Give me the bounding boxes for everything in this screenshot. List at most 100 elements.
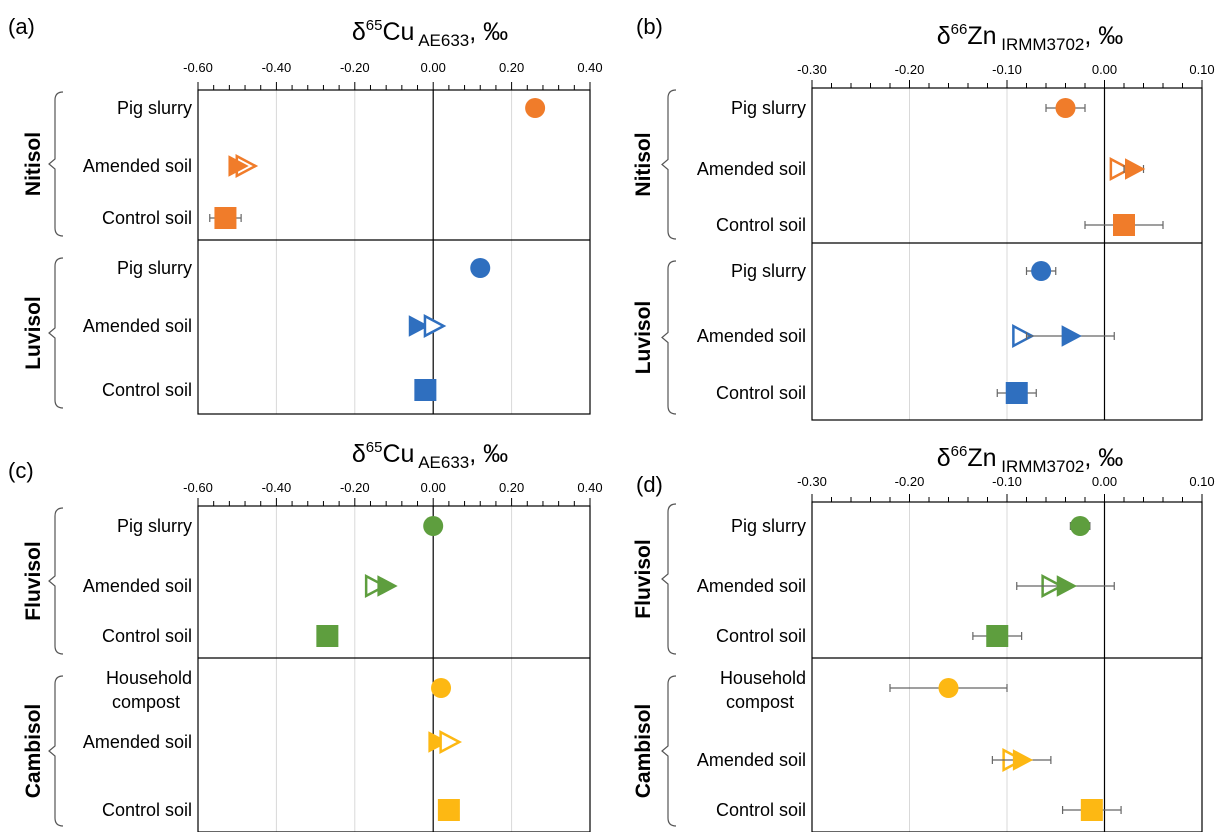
data-point-circle — [423, 516, 444, 536]
data-point-triangle-filled — [1061, 325, 1082, 347]
tick-label: -0.60 — [183, 480, 213, 495]
tick-label: -0.40 — [262, 60, 292, 75]
group-bracket — [661, 260, 677, 415]
category-label: Control soil — [716, 215, 806, 235]
group-label: Nitisol — [22, 132, 45, 196]
category-label: Amended soil — [697, 159, 806, 179]
category-label: Household compost — [720, 668, 806, 712]
tick-label: 0.40 — [577, 480, 602, 495]
data-point-circle — [525, 98, 546, 118]
tick-label: 0.40 — [577, 60, 602, 75]
x-axis-title: δ65Cu AE633, ‰ — [352, 17, 508, 50]
tick-label: -0.20 — [340, 480, 370, 495]
data-point-circle — [1070, 516, 1091, 536]
data-point-triangle-filled — [1056, 575, 1078, 597]
panel-letter: (b) — [636, 14, 663, 39]
data-point-square — [437, 799, 460, 821]
data-point-square — [414, 379, 437, 401]
data-point-square — [1080, 799, 1103, 821]
category-label: Control soil — [716, 626, 806, 646]
category-label: Pig slurry — [117, 98, 192, 118]
group-label: Cambisol — [632, 704, 655, 799]
tick-label: 0.20 — [499, 60, 524, 75]
group-bracket — [48, 91, 64, 237]
tick-label: 0.10 — [1189, 62, 1214, 77]
data-point-circle — [470, 258, 491, 278]
data-point-circle — [938, 678, 959, 698]
tick-label: -0.60 — [183, 60, 213, 75]
data-point-triangle-open — [423, 314, 447, 338]
data-point-triangle-filled — [1125, 158, 1146, 180]
panel-letter: (c) — [8, 458, 34, 483]
tick-label: 0.00 — [421, 480, 446, 495]
data-point-triangle-open — [364, 574, 388, 598]
data-point-triangle-filled — [1012, 749, 1034, 771]
category-label: Pig slurry — [117, 258, 192, 278]
group-bracket — [48, 675, 64, 827]
tick-label: -0.30 — [797, 62, 827, 77]
plot-frame — [197, 505, 591, 832]
data-point-triangle-filled — [377, 575, 398, 597]
data-point-circle — [1031, 261, 1052, 281]
tick-label: 0.00 — [421, 60, 446, 75]
category-label: Pig slurry — [731, 516, 806, 536]
category-label: Control soil — [102, 800, 192, 820]
tick-label: -0.20 — [340, 60, 370, 75]
category-label: Control soil — [102, 380, 192, 400]
data-point-square — [214, 207, 237, 229]
panel-b: (b) δ66Zn IRMM3702, ‰ -0.30 -0.20 -0.10 0.00 0… — [632, 14, 1215, 421]
category-label: Amended soil — [697, 750, 806, 770]
group-label: Cambisol — [22, 704, 45, 799]
category-label: Pig slurry — [731, 261, 806, 281]
tick-label: -0.10 — [992, 474, 1022, 489]
x-axis-title: δ66Zn IRMM3702, ‰ — [937, 21, 1124, 54]
data-point-triangle-filled — [408, 315, 430, 337]
category-label: Amended soil — [697, 576, 806, 596]
panel-letter: (a) — [8, 14, 35, 39]
panel-c: (c) δ65Cu AE633, ‰ -0.60 -0.40 -0.20 0.00 0.20… — [8, 439, 603, 832]
category-label: Amended soil — [83, 156, 192, 176]
data-point-square — [1005, 382, 1028, 404]
group-label: Luvisol — [22, 296, 45, 370]
panel-letter: (d) — [636, 472, 663, 497]
tick-label: 0.20 — [499, 480, 524, 495]
group-bracket — [661, 675, 677, 827]
tick-label: 0.00 — [1092, 62, 1117, 77]
panel-d: (d) δ66Zn IRMM3702, ‰ -0.30 -0.20 -0.10 0.00 0… — [632, 443, 1215, 832]
group-label: Fluvisol — [22, 541, 45, 620]
category-label: Amended soil — [83, 316, 192, 336]
data-point-triangle-open — [1109, 157, 1133, 181]
x-axis-title: δ66Zn IRMM3702, ‰ — [937, 443, 1124, 476]
plot-frame — [197, 89, 591, 415]
tick-label: 0.00 — [1092, 474, 1117, 489]
category-label: Control soil — [102, 626, 192, 646]
category-label: Pig slurry — [731, 98, 806, 118]
group-bracket — [48, 507, 64, 655]
category-label: Amended soil — [83, 576, 192, 596]
tick-label: -0.20 — [895, 62, 925, 77]
panel-a: (a) δ65Cu AE633, ‰ -0.60 -0.40 -0.20 0.00 0.20… — [8, 14, 603, 415]
category-label: Control soil — [716, 383, 806, 403]
data-point-circle — [431, 678, 452, 698]
tick-label: -0.10 — [992, 62, 1022, 77]
data-point-circle — [1055, 98, 1076, 118]
group-bracket — [48, 257, 64, 409]
x-axis-title: δ65Cu AE633, ‰ — [352, 439, 508, 472]
data-point-square — [986, 625, 1009, 647]
tick-label: -0.40 — [262, 480, 292, 495]
group-label: Luvisol — [632, 301, 655, 375]
data-point-triangle-open — [439, 730, 463, 754]
tick-label: 0.10 — [1189, 474, 1214, 489]
group-bracket — [661, 89, 677, 240]
category-label: Pig slurry — [117, 516, 192, 536]
group-label: Fluvisol — [632, 539, 655, 618]
data-point-square — [1113, 214, 1135, 236]
data-point-triangle-filled — [228, 155, 249, 177]
tick-label: -0.20 — [895, 474, 925, 489]
tick-label: -0.30 — [797, 474, 827, 489]
category-label: Control soil — [102, 208, 192, 228]
group-bracket — [661, 503, 677, 655]
data-point-square — [316, 625, 339, 647]
group-label: Nitisol — [632, 132, 655, 196]
